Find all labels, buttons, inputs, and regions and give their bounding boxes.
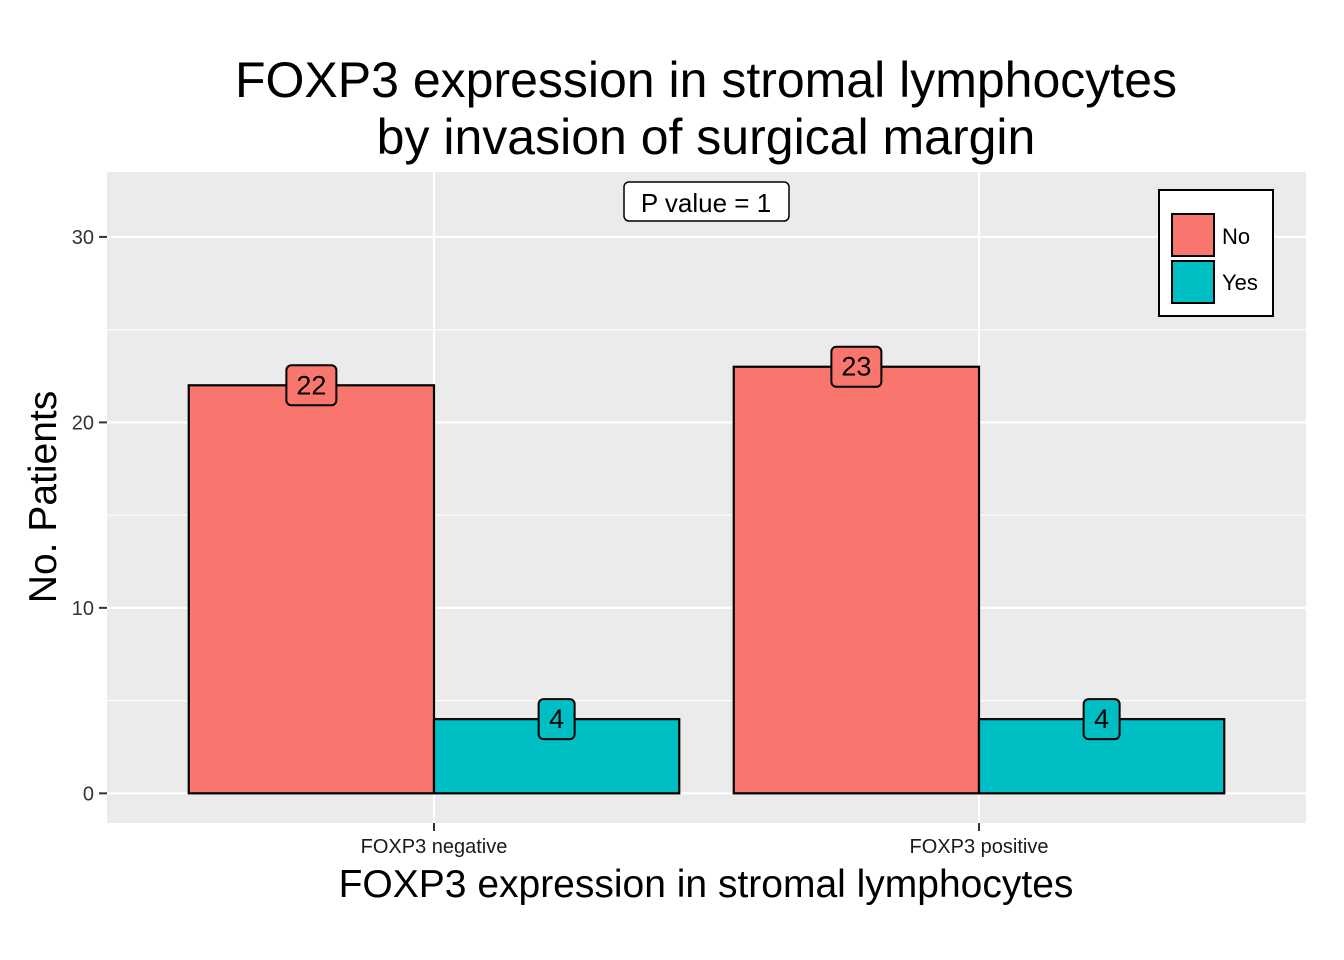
p-value-box <box>623 181 790 222</box>
bars-layer <box>187 365 1226 795</box>
bar-value-label: 4 <box>549 704 564 734</box>
y-axis-title: No. Patients <box>22 391 65 603</box>
bar-label-box <box>285 364 338 407</box>
x-tick-label: FOXP3 negative <box>361 836 508 858</box>
p-value-text: P value = 1 <box>641 188 771 218</box>
bar-no-2 <box>732 365 981 795</box>
y-tick-label: 30 <box>72 227 94 249</box>
bar-label-box <box>1082 698 1121 741</box>
y-axis: 0 10 20 30 <box>72 227 107 805</box>
bar-no-1 <box>187 384 436 795</box>
x-axis-title: FOXP3 expression in stromal lymphocytes <box>339 863 1074 906</box>
y-tick-label: 20 <box>72 412 94 434</box>
bar-label-box <box>830 345 883 388</box>
x-axis: FOXP3 negative FOXP3 positive <box>361 823 1049 858</box>
legend-label-yes: Yes <box>1222 270 1258 295</box>
legend: No Yes <box>1158 189 1274 317</box>
bar-value-label: 22 <box>296 370 326 400</box>
bar-value-label: 4 <box>1094 704 1109 734</box>
legend-key-no <box>1171 213 1215 257</box>
legend-label-no: No <box>1222 224 1250 249</box>
bar-value-label: 23 <box>841 352 871 382</box>
p-value-annotation: P value = 1 <box>623 181 790 222</box>
chart-title-line-1: FOXP3 expression in stromal lymphocytes <box>234 52 1178 108</box>
x-tick-label: FOXP3 positive <box>910 836 1049 858</box>
bar-labels-layer: 22 4 23 4 <box>285 345 1121 741</box>
bar-label-box <box>537 698 576 741</box>
y-tick-label: 10 <box>72 598 94 620</box>
y-tick-label: 0 <box>83 783 94 805</box>
legend-key-yes <box>1171 260 1215 304</box>
chart-title-line-2: by invasion of surgical margin <box>376 109 1036 165</box>
